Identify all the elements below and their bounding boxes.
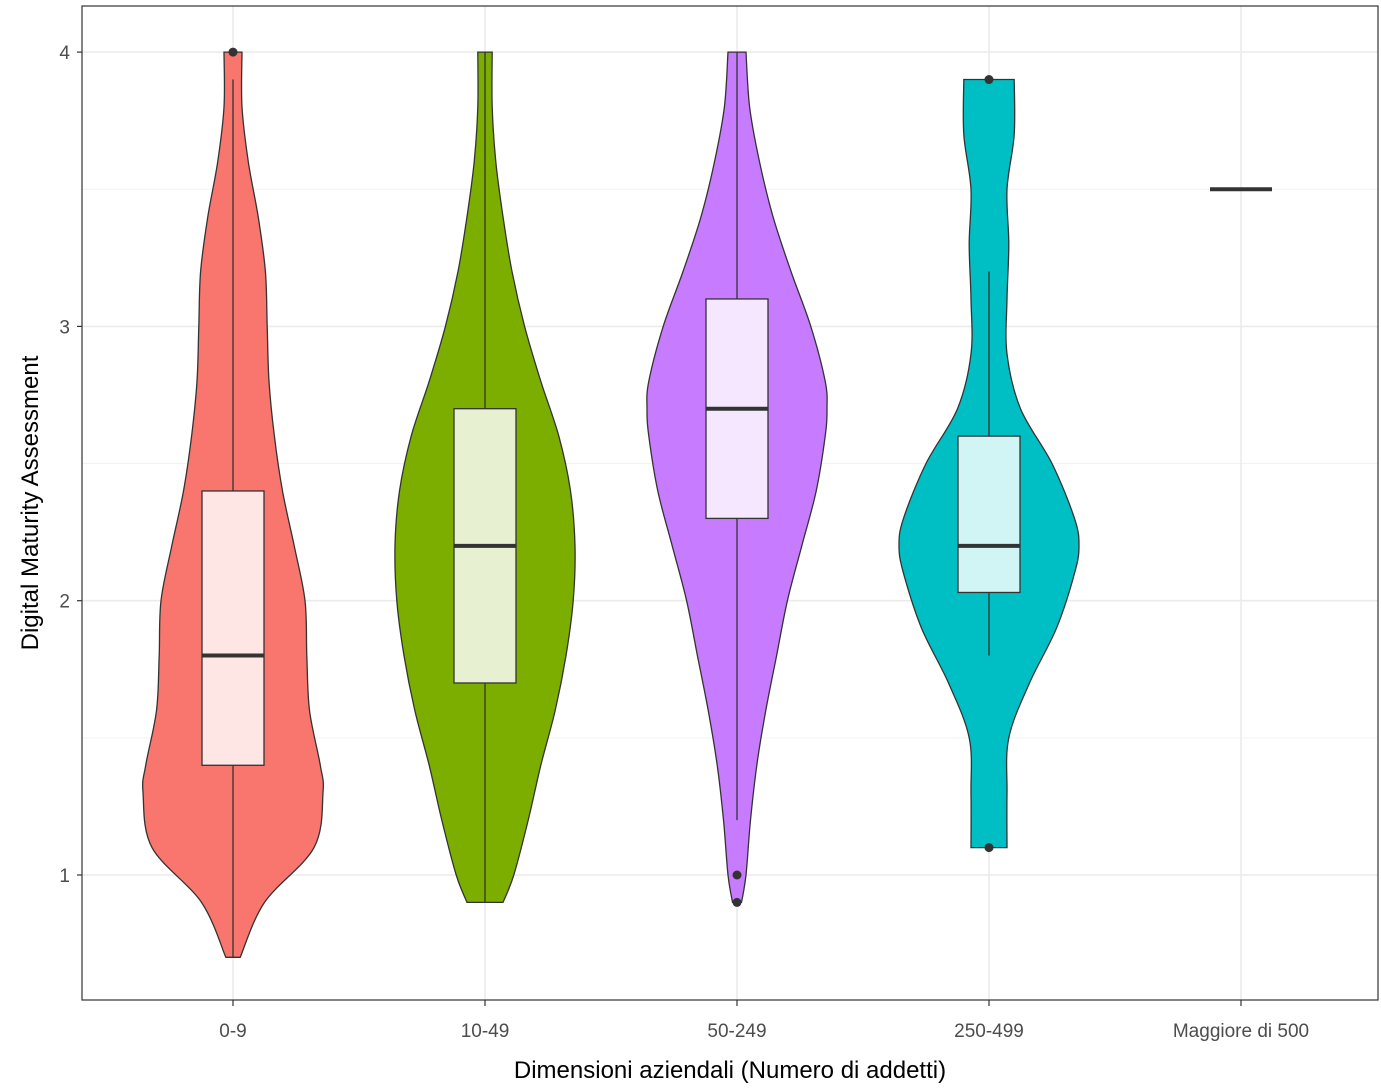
- outlier-point: [228, 47, 238, 57]
- violins-layer: [141, 51, 1080, 958]
- x-tick-label: Maggiore di 500: [1173, 1021, 1309, 1042]
- outlier-point: [984, 75, 994, 85]
- outlier-point: [732, 897, 742, 907]
- boxplot-250-499: [957, 75, 1021, 853]
- box-iqr: [201, 490, 265, 766]
- x-axis-title: Dimensioni aziendali (Numero di addetti): [514, 1057, 946, 1084]
- y-tick-label: 3: [59, 317, 70, 338]
- panel-border: [81, 5, 1379, 1001]
- box-iqr: [957, 435, 1021, 594]
- outlier-point: [732, 870, 742, 880]
- y-tick-label: 4: [59, 43, 70, 64]
- y-tick-label: 2: [59, 592, 70, 613]
- boxplots-layer: [201, 47, 1272, 958]
- outlier-point: [984, 843, 994, 853]
- x-tick-label: 10-49: [461, 1021, 510, 1042]
- boxplot-10-49: [453, 52, 517, 903]
- x-axis-ticks: 0-9 10-49 50-249 250-499 Maggiore di 500: [219, 1000, 1309, 1042]
- x-tick-label: 250-499: [954, 1021, 1024, 1042]
- boxplot-0-9: [201, 47, 265, 958]
- boxplot-50-249: [705, 52, 769, 907]
- x-tick-label: 50-249: [707, 1021, 766, 1042]
- y-tick-label: 1: [59, 866, 70, 887]
- y-axis-ticks: 1 2 3 4: [59, 43, 82, 887]
- y-axis-title: Digital Maturity Assessment: [17, 355, 44, 650]
- x-tick-label: 0-9: [219, 1021, 246, 1042]
